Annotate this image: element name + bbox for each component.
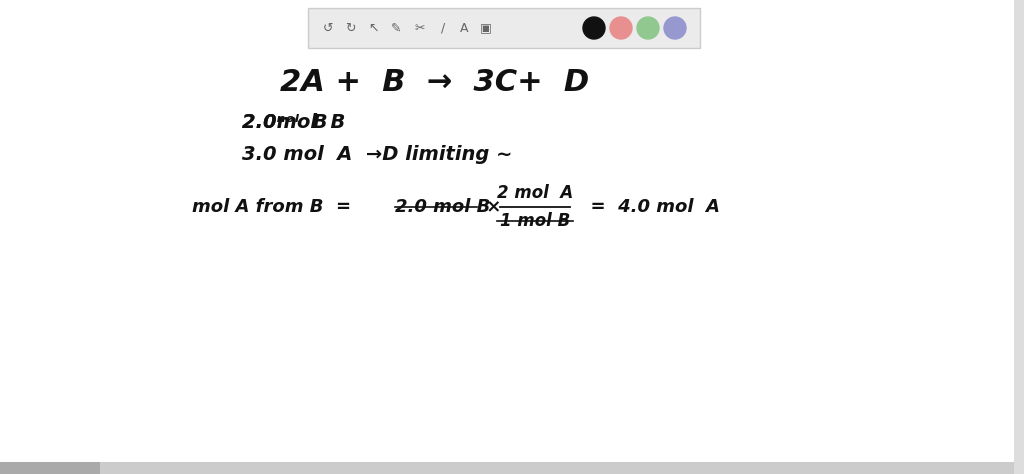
Text: ↖: ↖ [369,21,379,35]
Text: ✎: ✎ [391,21,401,35]
Text: 2A +  B  →  3C+  D: 2A + B → 3C+ D [281,67,590,97]
Text: =  4.0 mol  A: = 4.0 mol A [578,198,720,216]
Text: 2 mol  A: 2 mol A [497,184,573,202]
Bar [0,462,100,474]
Text: A: A [460,21,468,35]
Text: ↺: ↺ [323,21,333,35]
Circle shape [637,17,659,39]
Text: 2.0mol  B: 2.0mol B [242,112,345,131]
Text: ✂: ✂ [415,21,425,35]
Circle shape [610,17,632,39]
Text: /: / [441,21,445,35]
Text: ×: × [480,198,502,216]
Text: mol A from B  =: mol A from B = [193,198,364,216]
Text: ▣: ▣ [480,21,492,35]
Text: 2.0 mol B: 2.0 mol B [395,198,490,216]
Text: 2.0ⁿᵒˡ  B: 2.0ⁿᵒˡ B [242,112,328,131]
Bar [308,8,700,48]
Text: 1 mol B: 1 mol B [500,212,570,230]
Text: 3.0 mol  A  →D limiting ∼: 3.0 mol A →D limiting ∼ [242,146,512,164]
Circle shape [664,17,686,39]
Bar [1014,0,1024,474]
Text: ↻: ↻ [345,21,355,35]
Bar [0,462,1014,474]
Circle shape [583,17,605,39]
